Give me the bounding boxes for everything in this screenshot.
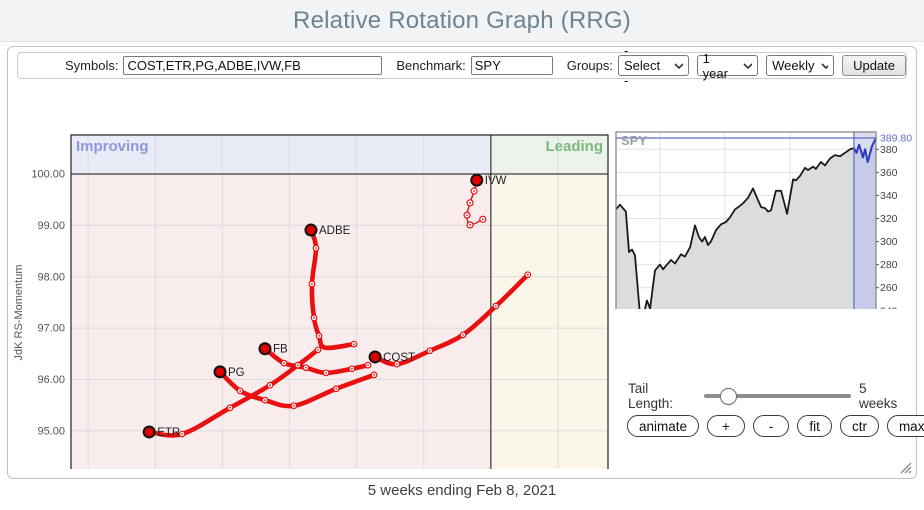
svg-text:360: 360 xyxy=(880,167,898,179)
period-select[interactable]: 1 year xyxy=(696,51,759,81)
svg-text:96.00: 96.00 xyxy=(37,374,65,386)
svg-text:99.00: 99.00 xyxy=(37,220,65,232)
svg-text:Improving: Improving xyxy=(76,138,149,155)
rrg-chart[interactable]: ImprovingLeadingLaggingWeakening88.0090.… xyxy=(8,79,618,510)
rrg-chart-canvas[interactable]: ImprovingLeadingLaggingWeakening88.0090.… xyxy=(8,79,618,510)
slider-track[interactable] xyxy=(704,394,851,398)
zoom-out-button[interactable]: - xyxy=(752,415,790,437)
svg-text:FB: FB xyxy=(273,344,288,356)
main-panel: Symbols: Benchmark: Groups: - Select - 1… xyxy=(7,43,924,510)
groups-select[interactable]: - Select - xyxy=(618,43,689,88)
svg-text:240: 240 xyxy=(880,305,898,309)
zoom-in-button[interactable]: + xyxy=(707,415,745,437)
svg-text:320: 320 xyxy=(880,213,898,225)
frequency-select[interactable]: Weekly xyxy=(766,55,835,76)
svg-text:IVW: IVW xyxy=(485,175,507,187)
spy-chart-canvas[interactable]: SPY389.80380360340320300280260240220AprJ… xyxy=(608,79,914,352)
groups-label: Groups: xyxy=(566,58,614,73)
animate-button[interactable]: animate xyxy=(627,415,700,437)
groups-select-value: - Select - xyxy=(624,43,661,88)
tail-length-label: Tail Length: xyxy=(628,381,674,411)
tail-length-value: 5 weeks xyxy=(858,381,898,411)
svg-text:95.00: 95.00 xyxy=(37,425,65,437)
svg-text:280: 280 xyxy=(880,259,898,271)
chevron-down-icon xyxy=(821,62,829,69)
svg-text:PG: PG xyxy=(228,367,245,379)
svg-text:100.00: 100.00 xyxy=(31,169,65,181)
update-button[interactable]: Update xyxy=(842,55,906,76)
tail-length-row: Tail Length: 5 weeks xyxy=(608,381,908,411)
fit-button[interactable]: fit xyxy=(797,415,832,437)
svg-text:JdK RS-Momentum: JdK RS-Momentum xyxy=(13,265,25,361)
footer-caption: 5 weeks ending Feb 8, 2021 xyxy=(367,482,557,499)
benchmark-input[interactable] xyxy=(470,56,553,75)
period-select-value: 1 year xyxy=(702,50,728,81)
svg-text:SPY: SPY xyxy=(621,133,647,148)
toolbar: Symbols: Benchmark: Groups: - Select - 1… xyxy=(17,43,907,88)
center-button[interactable]: ctr xyxy=(839,415,879,437)
chevron-down-icon xyxy=(674,62,683,69)
svg-text:260: 260 xyxy=(880,282,898,294)
svg-text:COST: COST xyxy=(383,352,415,364)
symbols-input[interactable] xyxy=(123,56,383,75)
svg-text:380: 380 xyxy=(880,144,898,156)
benchmark-label: Benchmark: xyxy=(396,58,466,73)
tail-length-slider[interactable] xyxy=(704,388,851,405)
frequency-select-value: Weekly xyxy=(772,58,815,73)
slider-thumb[interactable] xyxy=(720,388,738,405)
svg-text:97.00: 97.00 xyxy=(37,323,65,335)
svg-text:98.00: 98.00 xyxy=(37,271,65,283)
svg-text:ADBE: ADBE xyxy=(319,225,351,237)
svg-text:300: 300 xyxy=(880,236,898,248)
chevron-down-icon xyxy=(743,62,753,69)
chart-buttons: animate + - fit ctr max xyxy=(627,415,924,437)
svg-text:389.80: 389.80 xyxy=(880,132,912,144)
resize-handle-icon[interactable] xyxy=(898,460,912,474)
page-title: Relative Rotation Graph (RRG) xyxy=(293,7,631,34)
spy-chart[interactable]: SPY389.80380360340320300280260240220AprJ… xyxy=(608,79,914,352)
symbols-label: Symbols: xyxy=(65,58,119,73)
svg-text:ETR: ETR xyxy=(157,427,180,439)
svg-text:340: 340 xyxy=(880,190,898,202)
max-button[interactable]: max xyxy=(886,415,924,437)
app-header: Relative Rotation Graph (RRG) xyxy=(0,0,924,42)
svg-text:Leading: Leading xyxy=(545,138,603,155)
